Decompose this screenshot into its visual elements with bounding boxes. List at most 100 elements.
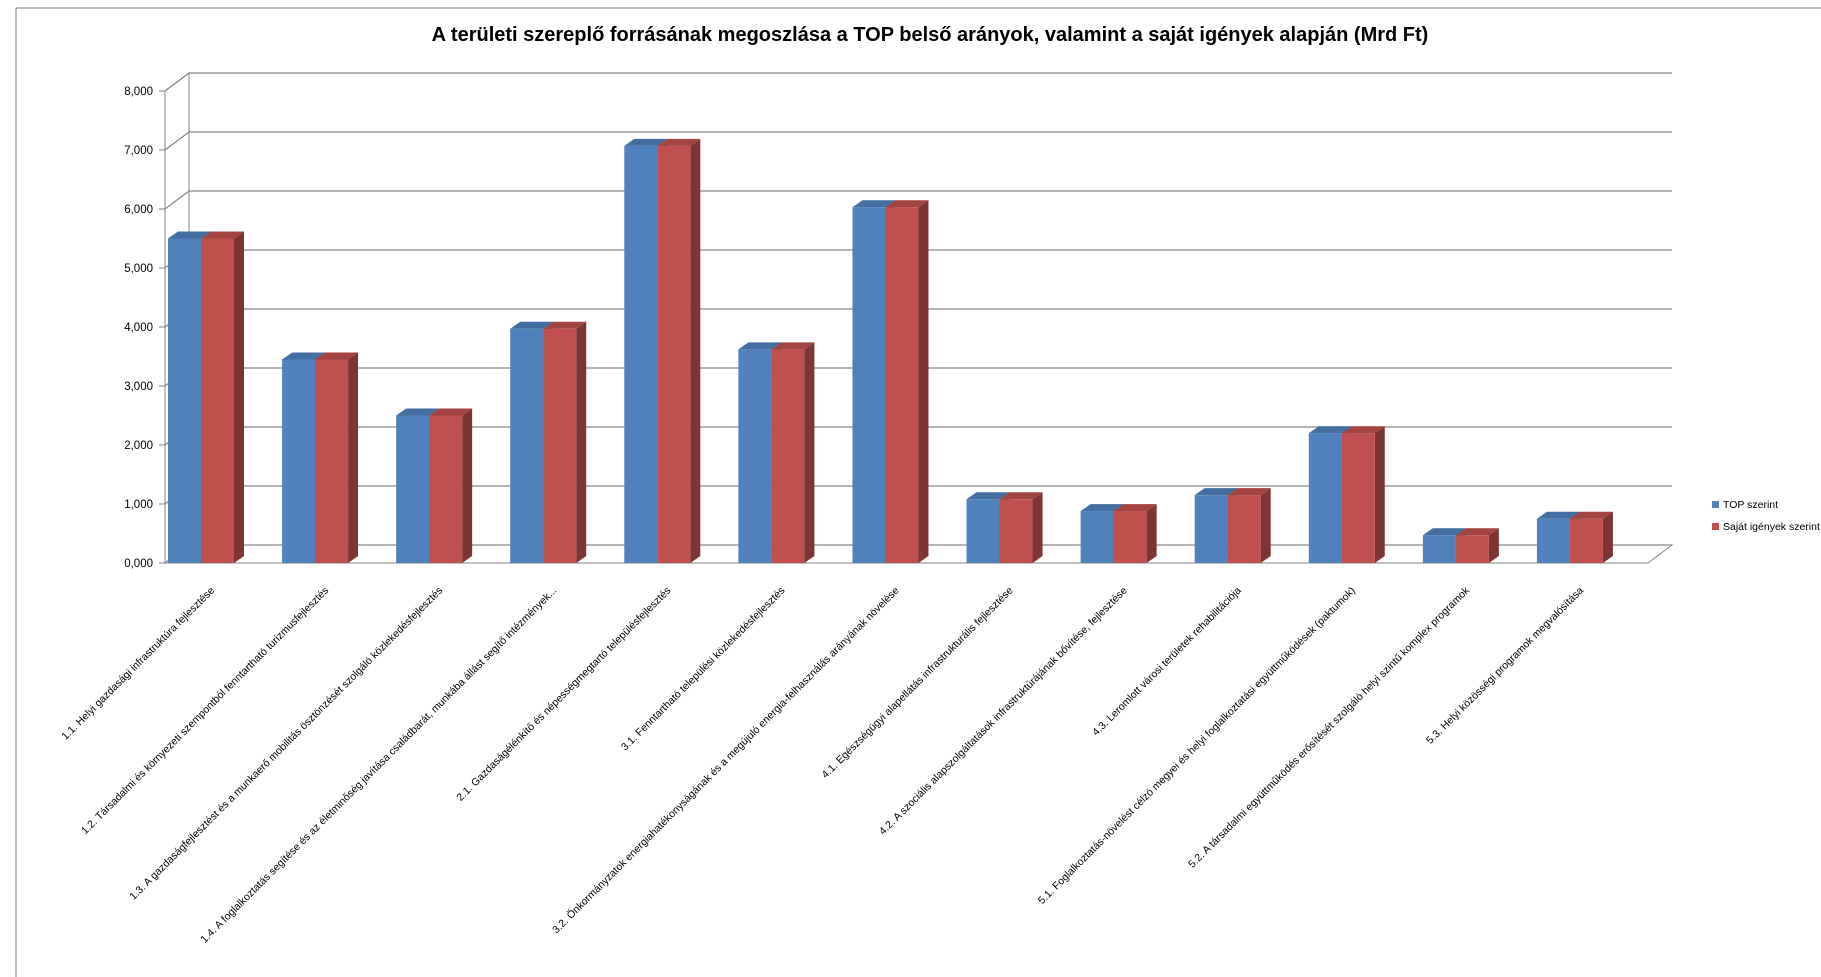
legend-swatch (1712, 501, 1719, 508)
legend: TOP szerint Saját igények szerint (1712, 499, 1820, 533)
bar-side (1032, 492, 1043, 563)
x-category-label: 4.1. Egészségügyi alapellátás infrastruk… (819, 585, 1015, 781)
bar-top (315, 352, 359, 360)
y-tick-label: 2,000 (124, 440, 153, 452)
bar-front (510, 328, 544, 563)
bar-front (396, 415, 430, 563)
bar-top (1569, 511, 1613, 519)
bar-side (1374, 426, 1385, 563)
bar-front (429, 415, 463, 563)
bar-top (1227, 488, 1271, 496)
bar-front (999, 499, 1033, 563)
bar-front (1455, 535, 1489, 563)
bar-front (168, 238, 201, 563)
y-tick-label: 7,000 (124, 145, 153, 157)
bar-front (282, 359, 316, 563)
bar-front (1194, 495, 1228, 563)
bar-top (1080, 504, 1124, 512)
bar-front (738, 349, 772, 563)
bar-front (543, 328, 577, 563)
bar (1227, 488, 1271, 563)
bar-top (885, 200, 929, 208)
x-category-label: 4.2. A szociális alapszolgáltatások infr… (877, 585, 1130, 838)
bar-top (543, 321, 587, 329)
chart-title: A területi szereplő forrásának megoszlás… (432, 24, 1429, 46)
bar (315, 352, 359, 563)
bar-front (1080, 511, 1114, 563)
bar-front (1113, 511, 1147, 563)
bar-front (771, 349, 805, 563)
bar-side (918, 200, 929, 564)
gridline (164, 72, 1672, 92)
bar (885, 200, 929, 564)
bar-side (1260, 488, 1271, 563)
x-category-label: 1.2. Társadalmi és környezeti szempontbó… (79, 585, 331, 837)
bar (999, 492, 1043, 563)
bar-side (804, 342, 815, 563)
bar (1341, 426, 1385, 563)
bar-front (1308, 433, 1342, 563)
y-tick-label: 5,000 (124, 263, 153, 275)
x-axis-category-labels: 1.1. Helyi gazdasági infrastruktúra fejl… (59, 584, 1586, 945)
bar-top (852, 200, 896, 208)
bar-top (1308, 426, 1352, 434)
bar-side (690, 138, 701, 563)
bar-top (966, 492, 1010, 500)
gridline (164, 190, 1672, 210)
bar-side (348, 352, 359, 563)
bar-side (1602, 511, 1613, 563)
bar-front (966, 499, 1000, 563)
bar (1113, 504, 1157, 563)
y-tick-label: 1,000 (124, 499, 153, 511)
bar-side (576, 321, 587, 563)
y-tick-label: 3,000 (124, 381, 153, 393)
bar-top (168, 231, 211, 239)
legend-label: TOP szerint (1723, 499, 1778, 511)
bar-front (315, 359, 349, 563)
bar-top (1113, 504, 1157, 512)
bar-front (624, 145, 658, 563)
bar (1569, 511, 1613, 563)
bar-top (282, 352, 326, 360)
y-axis-tick-labels: 0,000 1,000 2,000 3,000 4,000 5,000 6,000 7,000… (124, 86, 153, 570)
gridline (164, 131, 1672, 151)
bar (201, 231, 244, 563)
bar-front (201, 238, 234, 563)
bar-front (1341, 433, 1375, 563)
bar-top (1194, 488, 1238, 496)
x-category-label: 2.1. Gazdaságélénkítő és népességmegtart… (454, 585, 673, 804)
bar-side (462, 408, 473, 563)
bar (657, 138, 701, 563)
bar-front (1569, 518, 1603, 563)
bar-front (1422, 535, 1456, 563)
bar-top (999, 492, 1043, 500)
bar-top (738, 342, 782, 350)
bar-top (1455, 528, 1499, 536)
bar-side (234, 231, 244, 563)
bar (771, 342, 815, 563)
bar (543, 321, 587, 563)
bar-top (429, 408, 473, 416)
bar-top (510, 321, 554, 329)
bar-top (1536, 511, 1580, 519)
bar-top (201, 231, 244, 239)
x-category-label: 5.2. A társadalmi együttműködés erősítés… (1186, 584, 1472, 870)
bar-front (885, 207, 919, 564)
bar (429, 408, 473, 563)
bar-top (1422, 528, 1466, 536)
bar (1455, 528, 1499, 563)
bar-top (771, 342, 815, 350)
y-tick-label: 0,000 (124, 558, 153, 570)
bar-side (1488, 528, 1499, 563)
bar-front (1227, 495, 1261, 563)
legend-label: Saját igények szerint (1723, 521, 1820, 533)
bar-top (1341, 426, 1385, 434)
bar-top (624, 138, 668, 146)
bars (168, 138, 1613, 564)
bar-front (1536, 518, 1570, 563)
bar-top (396, 408, 440, 416)
x-category-label: 1.4. A foglalkoztatás segítése és az éle… (198, 585, 559, 946)
bar-top (657, 138, 701, 146)
